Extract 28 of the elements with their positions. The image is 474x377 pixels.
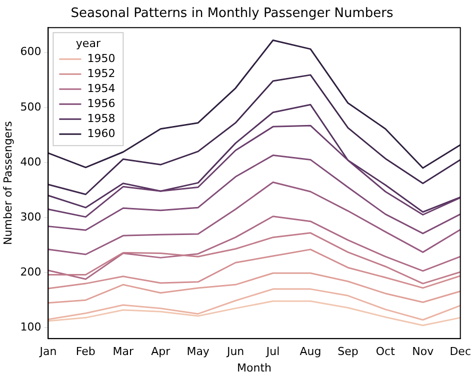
x-tick-label: May	[186, 345, 210, 358]
y-tick-label: 100	[20, 320, 42, 334]
legend-label: 1954	[87, 82, 116, 95]
x-tick-label: Sep	[338, 345, 358, 358]
y-tick-label: 200	[20, 265, 42, 278]
y-tick-label: 600	[20, 45, 42, 58]
x-tick-label: Apr	[151, 345, 171, 358]
legend-label: 1956	[87, 96, 116, 110]
x-tick-label: Mar	[112, 345, 134, 358]
x-tick-label: Oct	[376, 345, 396, 358]
y-tick-label: 300	[20, 210, 42, 224]
legend-label: 1950	[87, 52, 116, 65]
x-axis-title: Month	[237, 361, 272, 374]
x-tick-label: Jun	[226, 345, 244, 358]
legend-title: year	[76, 36, 101, 50]
x-tick-label: Feb	[76, 345, 96, 358]
legend-label: 1958	[87, 112, 116, 125]
x-tick-label: Dec	[450, 345, 472, 358]
y-tick-label: 500	[20, 100, 42, 114]
chart-title: Seasonal Patterns in Monthly Passenger Numbers	[70, 6, 394, 22]
x-tick-label: Jul	[265, 345, 280, 358]
legend-label: 1960	[87, 126, 116, 140]
x-tick-label: Nov	[412, 345, 434, 358]
x-tick-label: Aug	[300, 345, 322, 358]
y-axis-title: Number of Passengers	[1, 120, 14, 246]
legend-label: 1952	[87, 66, 116, 80]
x-tick-label: Jan	[38, 345, 57, 358]
y-tick-label: 400	[20, 155, 42, 168]
